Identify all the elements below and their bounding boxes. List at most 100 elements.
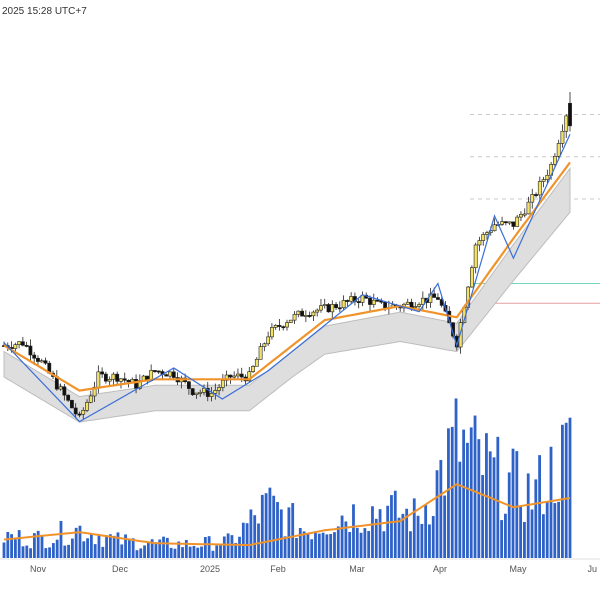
candle-body: [43, 360, 48, 364]
volume-bar: [245, 523, 249, 558]
volume-bar: [169, 547, 173, 558]
candle-body: [36, 357, 40, 362]
volume-bars: [2, 398, 572, 558]
volume-bar: [329, 534, 333, 558]
volume-bar: [523, 522, 526, 558]
volume-bar: [241, 522, 245, 558]
volume-bar: [101, 546, 105, 558]
volume-average: [3, 483, 571, 547]
volume-bar: [382, 531, 386, 558]
volume-bar: [488, 451, 492, 558]
candle-body: [258, 346, 263, 360]
volume-bar: [158, 539, 162, 558]
candle-body: [220, 380, 225, 388]
volume-average-line: [3, 483, 571, 547]
candle-body: [564, 115, 569, 132]
volume-bar: [530, 509, 534, 558]
volume-bar: [352, 504, 355, 558]
volume-bar: [450, 426, 454, 558]
volume-bar: [200, 546, 203, 558]
x-tick-label: 2025: [200, 564, 220, 574]
candle-body: [134, 379, 138, 389]
volume-bar: [462, 429, 466, 558]
volume-bar: [17, 530, 21, 558]
volume-bar: [317, 533, 321, 558]
candle-body: [254, 359, 259, 367]
zigzag: [3, 134, 571, 423]
candle-body: [341, 300, 346, 309]
volume-bar: [306, 533, 310, 558]
volume-bar: [6, 531, 10, 558]
volume-bar: [249, 509, 253, 558]
candle-body: [251, 365, 255, 372]
candle-body: [560, 130, 565, 144]
candle-body: [371, 299, 376, 305]
candle-body: [526, 201, 531, 215]
candle-body: [168, 371, 172, 377]
candle-body: [262, 343, 267, 347]
candle-body: [88, 395, 93, 403]
volume-bar: [355, 527, 359, 558]
volume-bar: [314, 531, 317, 558]
volume-bar: [538, 455, 542, 558]
candle-body: [103, 373, 108, 382]
candle-body: [481, 234, 486, 241]
volume-bar: [135, 550, 139, 558]
volume-bar: [367, 531, 371, 558]
candle-body: [13, 344, 18, 349]
volume-bar: [420, 523, 424, 558]
candle-body: [107, 378, 112, 382]
candle-body: [337, 307, 342, 310]
volume-bar: [405, 508, 409, 558]
candle-body: [545, 174, 550, 180]
candle-body: [537, 181, 542, 196]
volume-bar: [477, 439, 481, 558]
candle-body: [326, 304, 331, 313]
volume-bar: [25, 545, 29, 558]
volume-bar: [557, 501, 561, 558]
volume-bar: [500, 520, 504, 558]
candle-body: [375, 299, 380, 302]
candle-body: [485, 232, 489, 235]
candle-body: [345, 300, 350, 302]
volume-bar: [302, 531, 306, 558]
volume-bar: [108, 534, 112, 558]
x-axis-labels: Nov Dec 2025 Feb Mar Apr May Ju: [30, 564, 597, 574]
volume-bar: [131, 538, 135, 558]
volume-bar: [70, 538, 74, 558]
candle-body: [190, 388, 195, 395]
volume-bar: [325, 534, 329, 558]
volume-bar: [393, 490, 397, 558]
candle-body: [319, 305, 323, 311]
candle-body: [458, 322, 463, 348]
volume-bar: [188, 546, 192, 558]
volume-bar: [526, 473, 530, 558]
volume-bar: [48, 547, 51, 558]
candle-body: [62, 386, 67, 396]
candle-body: [70, 400, 74, 409]
volume-bar: [424, 505, 428, 558]
candle-body: [58, 386, 63, 390]
volume-bar: [435, 470, 439, 558]
candle-body: [202, 387, 206, 393]
candle-body: [356, 301, 361, 303]
candle-body: [300, 310, 304, 317]
volume-bar: [561, 424, 564, 558]
volume-bar: [2, 542, 6, 558]
candle-body: [469, 267, 474, 288]
ma-line: [3, 161, 571, 392]
candle-body: [17, 341, 21, 345]
volume-bar: [454, 398, 458, 558]
volume-bar: [234, 542, 238, 558]
volume-bar: [264, 493, 268, 558]
volume-bar: [534, 479, 538, 558]
volume-bar: [542, 514, 545, 558]
volume-bar: [40, 535, 44, 558]
volume-bar: [139, 548, 143, 558]
candles: [2, 92, 572, 421]
volume-bar: [146, 542, 150, 558]
candle-body: [409, 301, 414, 308]
candle-body: [77, 413, 82, 416]
candle-body: [32, 354, 37, 359]
